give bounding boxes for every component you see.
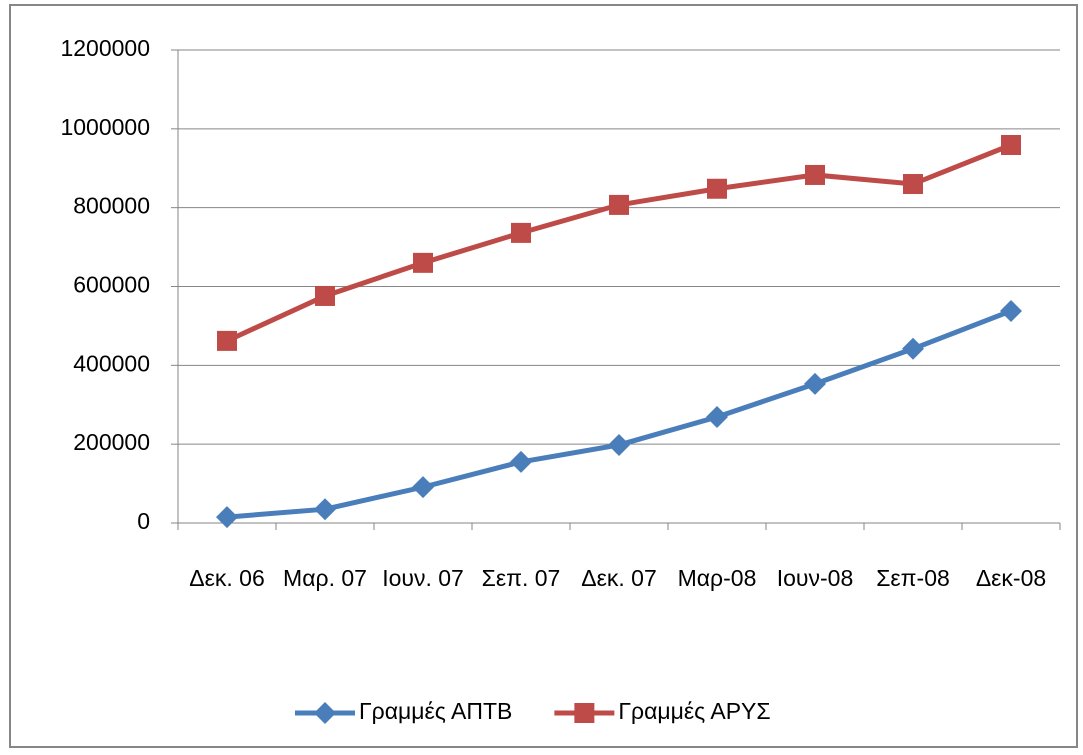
y-tick-label: 1000000 (60, 114, 150, 140)
x-tick-label: Ιουν. 07 (382, 565, 464, 591)
x-tick-label: Μαρ-08 (678, 565, 757, 591)
legend-label: Γραμμές ΑΠΤΒ (359, 698, 512, 724)
point (510, 450, 532, 473)
point (314, 498, 336, 521)
y-tick-label: 600000 (73, 272, 150, 298)
point (804, 372, 826, 395)
point (1001, 134, 1021, 155)
point (902, 337, 924, 360)
point (216, 506, 238, 529)
point (608, 433, 630, 456)
point (609, 194, 629, 215)
point (413, 252, 433, 273)
point (706, 405, 728, 428)
y-tick-label: 200000 (73, 429, 150, 455)
x-tick-label: Δεκ. 06 (189, 565, 264, 591)
y-tick-label: 800000 (73, 193, 150, 219)
x-tick-label: Δεκ. 07 (581, 565, 656, 591)
point (805, 164, 825, 185)
legend: Γραμμές ΑΠΤΒ Γραμμές ΑΡΥΣ (295, 698, 771, 724)
point (314, 702, 336, 724)
point (315, 285, 335, 306)
x-tick-label: Ιουν-08 (777, 565, 854, 591)
point (903, 174, 923, 195)
chart-frame (9, 4, 1078, 748)
x-tick-label: Σεπ. 07 (482, 565, 561, 591)
x-tick-label: Μαρ. 07 (283, 565, 367, 591)
point (707, 178, 727, 199)
legend-label: Γραμμές ΑΡΥΣ (618, 698, 770, 724)
point (412, 476, 434, 499)
y-tick-label: 1200000 (60, 35, 150, 61)
y-tick-label: 0 (137, 508, 150, 534)
x-tick-label: Σεπ-08 (876, 565, 950, 591)
point (574, 703, 595, 723)
y-tick-label: 400000 (73, 350, 150, 376)
point (217, 330, 237, 351)
point (511, 222, 531, 243)
point (1000, 299, 1022, 322)
x-tick-label: Δεκ-08 (976, 565, 1046, 591)
